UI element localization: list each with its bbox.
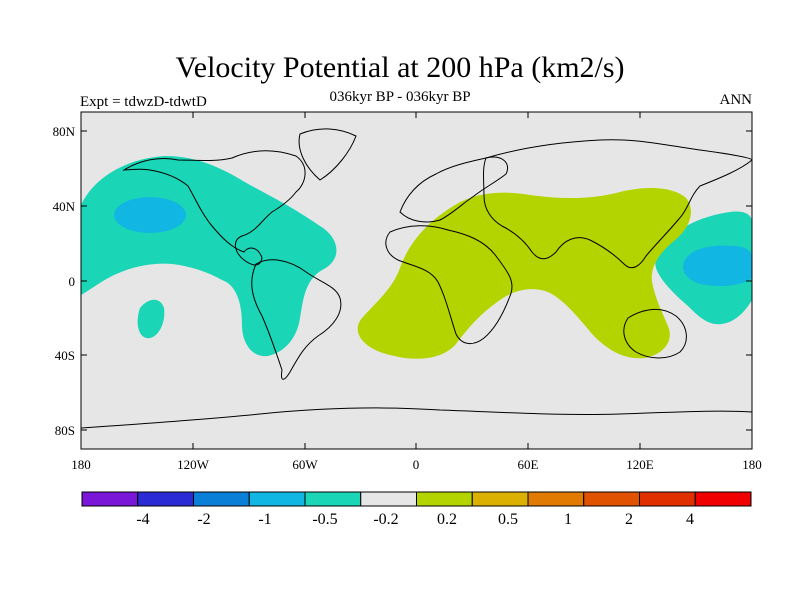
colorbar-label: -1 <box>258 511 271 528</box>
colorbar-label: 1 <box>564 511 572 528</box>
x-tick-label: 0 <box>413 457 420 472</box>
colorbar-box <box>416 491 473 507</box>
colorbar-box <box>471 491 529 507</box>
contour-fills <box>81 156 752 359</box>
colorbar-box <box>360 491 417 507</box>
colorbar-box <box>248 491 306 507</box>
x-tick-label: 60W <box>292 457 318 472</box>
y-tick-label: 40S <box>55 348 75 363</box>
colorbar-label: -0.5 <box>312 511 337 528</box>
colorbar-label: -4 <box>136 511 149 528</box>
y-tick-label: 80S <box>55 423 75 438</box>
colorbar-label: -2 <box>197 511 210 528</box>
colorbar-boxes <box>81 491 752 507</box>
colorbar: -4 -2 -1 -0.5 -0.2 0.2 0.5 1 2 4 <box>81 491 752 528</box>
coastline-antarctica <box>80 407 753 429</box>
negative-region-south-pacific <box>137 299 165 339</box>
x-axis-ticks <box>80 112 753 449</box>
map-subtitle: 036kyr BP - 036kyr BP <box>329 89 471 105</box>
colorbar-box <box>137 491 194 507</box>
season-label: ANN <box>719 92 753 108</box>
x-tick-label: 120E <box>626 457 654 472</box>
colorbar-box <box>527 491 585 507</box>
colorbar-box <box>81 491 139 507</box>
y-tick-label: 80N <box>53 124 76 139</box>
negative-core-west-pacific <box>682 245 752 286</box>
coastline-greenland <box>298 128 357 181</box>
colorbar-box <box>639 491 696 507</box>
coastline-south-america <box>251 259 342 380</box>
coastline-europe <box>399 156 508 223</box>
coastline-north-america <box>122 150 306 266</box>
experiment-label: Expt = tdwzD-tdwtD <box>80 94 207 110</box>
coastline-australia <box>623 309 687 359</box>
coastline-africa <box>385 225 513 344</box>
colorbar-label: 0.5 <box>498 511 518 528</box>
coastlines <box>80 128 753 429</box>
colorbar-label: 2 <box>625 511 633 528</box>
x-tick-label: 60E <box>518 457 539 472</box>
colorbar-box <box>193 491 250 507</box>
map-title: Velocity Potential at 200 hPa (km2/s) <box>175 51 625 84</box>
colorbar-box <box>694 491 752 507</box>
positive-region-indian-ocean <box>357 188 691 359</box>
colorbar-label: 4 <box>686 511 694 528</box>
colorbar-label: -0.2 <box>373 511 398 528</box>
coastline-asia <box>483 139 753 269</box>
colorbar-box <box>583 491 640 507</box>
y-tick-label: 40N <box>53 199 76 214</box>
y-axis-ticks <box>81 130 752 431</box>
colorbar-label: 0.2 <box>437 511 457 528</box>
negative-core-north-pacific <box>114 197 186 233</box>
x-tick-label: 120W <box>177 457 210 472</box>
colorbar-labels: -4 -2 -1 -0.5 -0.2 0.2 0.5 1 2 4 <box>136 511 694 528</box>
colorbar-box <box>304 491 362 507</box>
y-tick-label: 0 <box>69 274 76 289</box>
x-tick-label: 180 <box>742 457 762 472</box>
x-tick-label: 180 <box>71 457 91 472</box>
